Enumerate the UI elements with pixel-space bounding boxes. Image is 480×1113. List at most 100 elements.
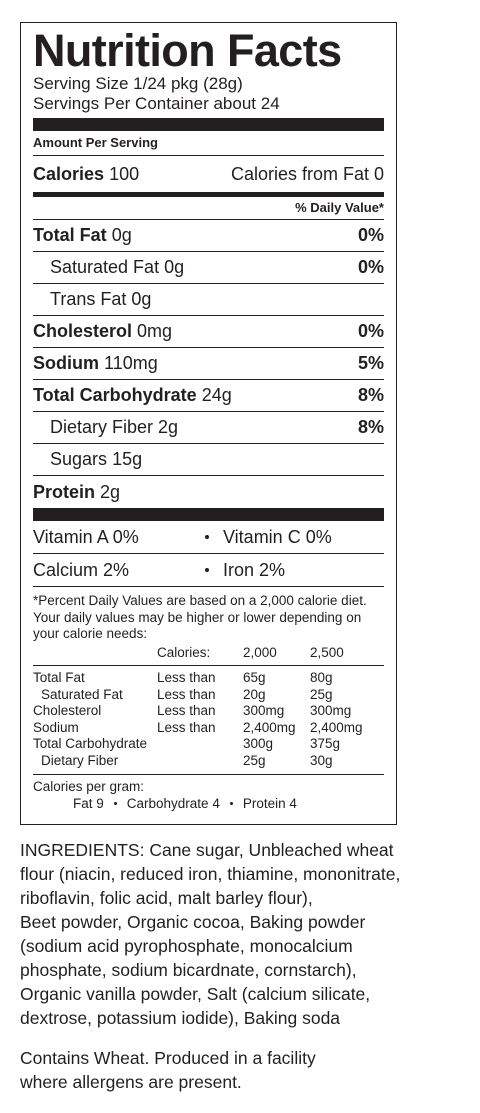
table-body: Total Fat Less than 65g 80g Saturated Fat Les… bbox=[33, 666, 384, 775]
spacer bbox=[33, 645, 157, 662]
limit-cell: Less than bbox=[157, 686, 216, 702]
header-cell: 2,000 bbox=[243, 644, 277, 660]
ingredients-line: flour (niacin, reduced iron, thiamine, m… bbox=[20, 864, 401, 884]
limit-cell: Less than bbox=[157, 670, 216, 685]
nutrient-cell: Total Fat bbox=[33, 670, 85, 685]
value-cell: 300g bbox=[243, 736, 274, 751]
bullet bbox=[229, 802, 233, 806]
nutrient-row: Total Fat 0g 0% bbox=[33, 220, 384, 252]
ingredients-line: dextrose, potassium iodide), Baking soda bbox=[20, 1008, 341, 1028]
daily-value: 0% bbox=[357, 321, 384, 341]
ingredients-line: phosphate, sodium bicardnate, cornstarch… bbox=[20, 960, 357, 980]
vitamin: Vitamin C 0% bbox=[223, 526, 332, 547]
allergens-line: Contains Wheat. Produced in a facility bbox=[20, 1048, 316, 1068]
value-cell: 2,400mg bbox=[243, 719, 296, 735]
nutrient: Sugars 15g bbox=[50, 449, 142, 470]
value-cell: 30g bbox=[310, 752, 333, 768]
bullet bbox=[205, 568, 209, 572]
vitamin-list: Vitamin A 0% Vitamin C 0% Calcium 2% Iron 2… bbox=[33, 521, 384, 587]
medium-rule bbox=[33, 192, 384, 197]
nutrient-amount: 0mg bbox=[137, 321, 173, 341]
nutrient-list: Total Fat 0g 0% Saturated Fat 0g 0% Trans Fa… bbox=[33, 220, 384, 508]
table-row: Sodium Less than 2,400mg 2,400mg bbox=[33, 720, 384, 737]
ingredients-line: (sodium acid pyrophosphate, monocalcium bbox=[20, 936, 353, 956]
value-cell: 300mg bbox=[310, 703, 352, 718]
nutrient-row: Protein 2g bbox=[33, 476, 384, 508]
nutrient-row: Total Carbohydrate 24g 8% bbox=[33, 380, 384, 412]
value-cell: 25g bbox=[310, 686, 333, 702]
table-row: Saturated Fat Less than 20g 25g bbox=[33, 687, 384, 704]
nutrient: Dietary Fiber 2g bbox=[50, 417, 178, 438]
nutrient-name: Trans Fat bbox=[50, 289, 127, 309]
nutrient-name: Total Carbohydrate bbox=[33, 385, 197, 405]
ingredients-line: Organic vanilla powder, Salt (calcium si… bbox=[20, 984, 371, 1004]
servings-per-container: Servings Per Container about 24 bbox=[33, 94, 280, 113]
nutrient-amount: 0g bbox=[111, 225, 132, 245]
daily-value-table: Calories: 2,000 2,500 Total Fat Less than 65g… bbox=[33, 643, 384, 775]
nutrient-row: Sodium 110mg 5% bbox=[33, 348, 384, 380]
value-cell: 25g bbox=[243, 752, 266, 768]
nutrient-cell: Dietary Fiber bbox=[41, 752, 119, 768]
nutrient: Sodium 110mg bbox=[33, 353, 158, 374]
sub-nutrient-row: Sugars 15g bbox=[33, 444, 384, 476]
calories-value: 100 bbox=[109, 163, 140, 184]
nutrient-name: Dietary Fiber bbox=[50, 417, 154, 437]
cpg-label: Calories per gram: bbox=[33, 779, 145, 794]
daily-value: 0% bbox=[357, 257, 384, 277]
vitamin: Iron 2% bbox=[223, 559, 286, 580]
nutrient-name: Protein bbox=[33, 481, 96, 502]
nutrient: Saturated Fat 0g bbox=[50, 257, 184, 278]
vitamin-row: Calcium 2% Iron 2% bbox=[33, 554, 384, 587]
value-cell: 300mg bbox=[243, 703, 285, 718]
sub-nutrient-row: Trans Fat 0g bbox=[33, 284, 384, 316]
header-cell: Calories: bbox=[157, 644, 211, 660]
nutrient-name: Sugars bbox=[50, 449, 108, 469]
limit-cell: Less than bbox=[157, 703, 216, 718]
sub-nutrient-row: Saturated Fat 0g 0% bbox=[33, 252, 384, 284]
calories-label: Calories bbox=[33, 163, 105, 184]
nutrient-amount: 2g bbox=[158, 417, 179, 437]
calories-from-fat: Calories from Fat 0 bbox=[230, 163, 384, 184]
table-row: Total Carbohydrate 300g 375g bbox=[33, 736, 384, 753]
vitamin-row: Vitamin A 0% Vitamin C 0% bbox=[33, 521, 384, 554]
nutrient-row: Cholesterol 0mg 0% bbox=[33, 316, 384, 348]
value-cell: 20g bbox=[243, 686, 266, 702]
cpg-items: Fat 9 Carbohydrate 4 Protein 4 bbox=[33, 796, 384, 813]
value-cell: 80g bbox=[310, 670, 333, 685]
nutrient: Trans Fat 0g bbox=[50, 289, 151, 310]
nutrient: Total Fat 0g bbox=[33, 225, 132, 246]
nutrient-cell: Sodium bbox=[33, 719, 79, 735]
ingredients-line: Beet powder, Organic cocoa, Baking powde… bbox=[20, 912, 366, 932]
table-row: Cholesterol Less than 300mg 300mg bbox=[33, 703, 384, 720]
daily-value: 0% bbox=[357, 225, 384, 245]
nutrient: Total Carbohydrate 24g bbox=[33, 385, 232, 406]
cpg-item: Protein 4 bbox=[242, 795, 297, 811]
nutrient: Cholesterol 0mg bbox=[33, 321, 172, 342]
nutrient-amount: 2g bbox=[100, 481, 121, 502]
footnote: *Percent Daily Values are based on a 2,0… bbox=[33, 593, 367, 641]
nutrient-cell: Cholesterol bbox=[33, 703, 102, 718]
cpg-item: Carbohydrate 4 bbox=[126, 795, 220, 811]
nutrient-cell: Saturated Fat bbox=[41, 686, 123, 702]
nutrient-amount: 15g bbox=[112, 449, 143, 469]
nutrient-cell: Total Carbohydrate bbox=[33, 736, 148, 751]
nutrient-name: Cholesterol bbox=[33, 321, 133, 341]
limit-cell: Less than bbox=[157, 719, 216, 735]
sub-nutrient-row: Dietary Fiber 2g 8% bbox=[33, 412, 384, 444]
nutrient-amount: 0g bbox=[131, 289, 152, 309]
daily-value-header: % Daily Value* bbox=[33, 197, 384, 220]
table-row: Total Fat Less than 65g 80g bbox=[33, 670, 384, 687]
nutrient-name: Sodium bbox=[33, 353, 99, 373]
table-header: Calories: 2,000 2,500 bbox=[33, 643, 384, 666]
nutrient-amount: 0g bbox=[164, 257, 185, 277]
bullet bbox=[113, 802, 117, 806]
ingredients-line: riboflavin, folic acid, malt barley flou… bbox=[20, 888, 313, 908]
thick-rule bbox=[33, 508, 384, 521]
daily-value: 8% bbox=[357, 417, 384, 437]
label-title: Nutrition Facts bbox=[33, 25, 342, 76]
calories-per-gram: Calories per gram: Fat 9 Carbohydrate 4 Pro… bbox=[33, 775, 384, 812]
vitamin: Vitamin A 0% bbox=[33, 526, 139, 547]
value-cell: 65g bbox=[243, 670, 266, 685]
